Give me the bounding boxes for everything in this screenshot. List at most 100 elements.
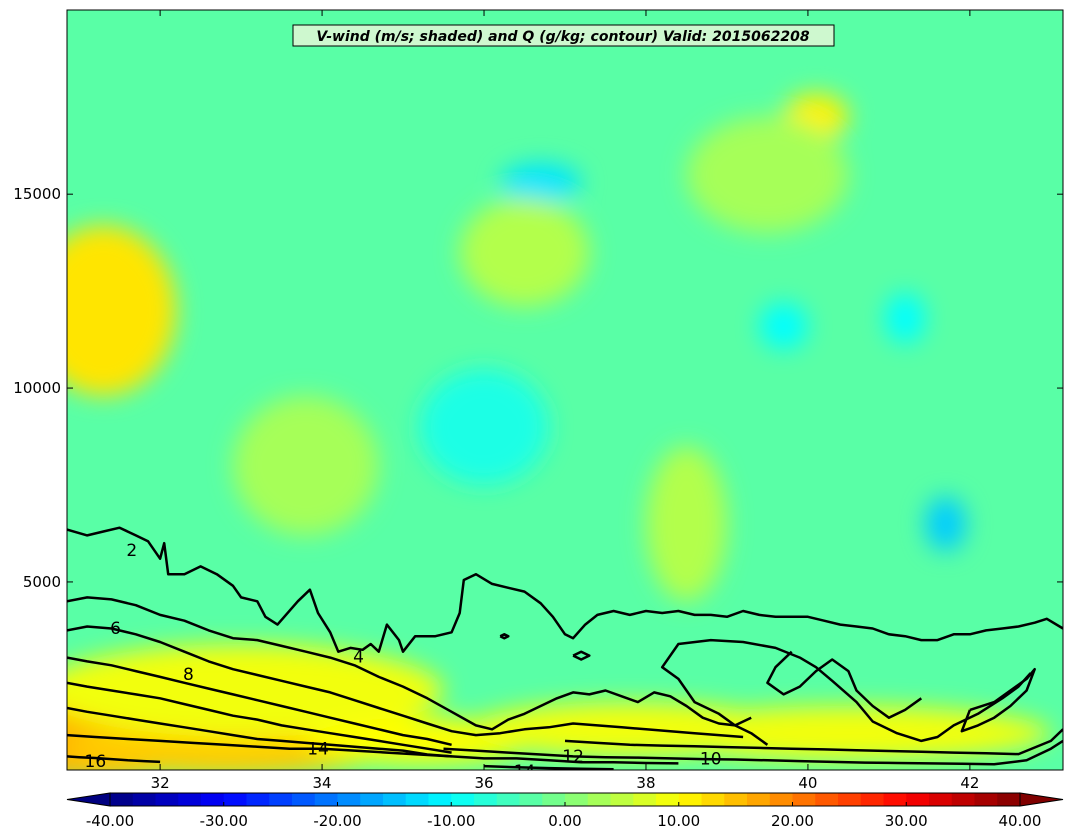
colorbar-extend-high — [1019, 792, 1064, 807]
colorbar-swatch — [451, 793, 475, 806]
colorbar-swatch — [246, 793, 270, 806]
q-contour-line — [67, 625, 744, 739]
colorbar-swatch — [701, 793, 725, 806]
v-wind-feature — [884, 293, 926, 344]
colorbar-swatch — [678, 793, 703, 806]
colorbar-swatch — [724, 793, 748, 806]
q-contour-line — [67, 733, 679, 765]
colorbar-tick-label: 20.00 — [771, 812, 814, 830]
q-contour-label: 12 — [562, 747, 584, 767]
colorbar-swatch — [383, 793, 407, 806]
q-contour-line — [67, 596, 752, 731]
chart-title: V-wind (m/s; shaded) and Q (g/kg; contou… — [316, 29, 809, 45]
colorbar-swatch — [201, 793, 225, 806]
q-contours: 2 4 6 8 14 12 10 16 14 — [67, 526, 1063, 782]
colorbar-swatch — [496, 793, 521, 806]
colorbar-swatch — [360, 793, 384, 806]
x-tick-label: 40 — [798, 774, 817, 792]
colorbar-swatch — [519, 793, 543, 806]
colorbar-swatch — [292, 793, 316, 806]
y-tick-label: 10000 — [13, 379, 61, 397]
colorbar-swatch — [223, 793, 248, 806]
colorbar-swatch — [314, 793, 339, 806]
colorbar-swatch — [565, 793, 589, 806]
colorbar-swatch — [542, 793, 566, 806]
q-contour-line — [67, 755, 161, 764]
q-contour-line — [960, 667, 1036, 733]
colorbar-swatch — [405, 793, 430, 806]
v-wind-feature — [459, 198, 590, 307]
x-axis: 32 34 36 38 40 42 — [151, 10, 979, 792]
colorbar-tick-label: 0.00 — [548, 812, 581, 830]
plot-frame — [66, 9, 1064, 771]
q-contour-label: 8 — [183, 665, 194, 685]
q-contour-line — [766, 650, 923, 719]
title-background — [292, 24, 835, 47]
v-wind-feature — [925, 496, 966, 551]
v-wind-feature — [67, 225, 177, 396]
colorbar-swatch — [610, 793, 634, 806]
x-tick-label: 42 — [960, 774, 979, 792]
q-contour-label: 6 — [110, 619, 121, 639]
y-tick-label: 5000 — [23, 573, 61, 591]
colorbar-swatch — [997, 793, 1021, 806]
x-tick-label: 34 — [313, 774, 332, 792]
colorbar-swatch — [860, 793, 885, 806]
colorbar-swatch — [883, 793, 907, 806]
colorbar-swatch — [428, 793, 452, 806]
q-contour-line — [564, 728, 1063, 756]
v-wind-feature — [686, 116, 849, 233]
colorbar-swatch — [155, 793, 179, 806]
v-wind-feature — [645, 446, 727, 602]
colorbar-swatch — [474, 793, 498, 806]
colorbar-swatch — [974, 793, 998, 806]
colorbar-swatch — [178, 793, 202, 806]
colorbar-swatch — [815, 793, 839, 806]
colorbar-swatch — [269, 793, 293, 806]
colorbar-swatch — [656, 793, 680, 806]
q-contour-line — [67, 681, 452, 754]
q-contour-line — [443, 739, 1063, 766]
colorbar-tick-label: -40.00 — [86, 812, 134, 830]
colorbar-tick-label: -10.00 — [427, 812, 475, 830]
colorbar-extend-low — [66, 792, 111, 807]
q-contour-label: 14 — [307, 739, 329, 759]
q-contour-line — [67, 656, 452, 747]
colorbar-swatch — [587, 793, 612, 806]
colorbar-swatch — [769, 793, 794, 806]
colorbar-tick-label: 30.00 — [885, 812, 928, 830]
chart-title-box: V-wind (m/s; shaded) and Q (g/kg; contou… — [292, 24, 835, 47]
v-wind-feature — [759, 302, 808, 350]
q-contour-label: 4 — [353, 648, 364, 668]
heatmap-background — [67, 10, 1063, 770]
colorbar: -40.00 -30.00 -20.00 -10.00 0.00 10.00 20.00 30… — [66, 792, 1064, 830]
colorbar-swatch — [906, 793, 930, 806]
x-tick-label: 32 — [151, 774, 170, 792]
v-wind-feature — [233, 395, 379, 536]
q-contour-line — [67, 706, 452, 758]
colorbar-swatch — [132, 793, 157, 806]
v-wind-feature — [419, 368, 549, 485]
colorbar-swatch — [747, 793, 771, 806]
q-contour-line — [572, 650, 591, 661]
x-tick-label: 36 — [474, 774, 493, 792]
q-contour-label: 16 — [85, 752, 107, 772]
colorbar-swatch — [337, 793, 361, 806]
q-contour-label: 14 — [514, 762, 536, 782]
colorbar-swatch — [110, 793, 134, 806]
colorbar-swatch — [838, 793, 862, 806]
q-contour-line — [483, 764, 614, 770]
colorbar-swatch — [633, 793, 657, 806]
y-tick-label: 15000 — [13, 185, 61, 203]
colorbar-swatch — [792, 793, 816, 806]
q-contour-line — [67, 526, 1063, 653]
colorbar-swatch — [951, 793, 976, 806]
colorbar-tick-label: -20.00 — [313, 812, 361, 830]
q-contour-line — [499, 633, 510, 640]
y-axis: 5000 10000 15000 — [13, 185, 1063, 591]
plot-area: 2 4 6 8 14 12 10 16 14 — [66, 9, 1064, 782]
v-wind-feature — [67, 643, 444, 738]
v-wind-feature — [500, 163, 582, 202]
colorbar-tick-label: -30.00 — [200, 812, 248, 830]
